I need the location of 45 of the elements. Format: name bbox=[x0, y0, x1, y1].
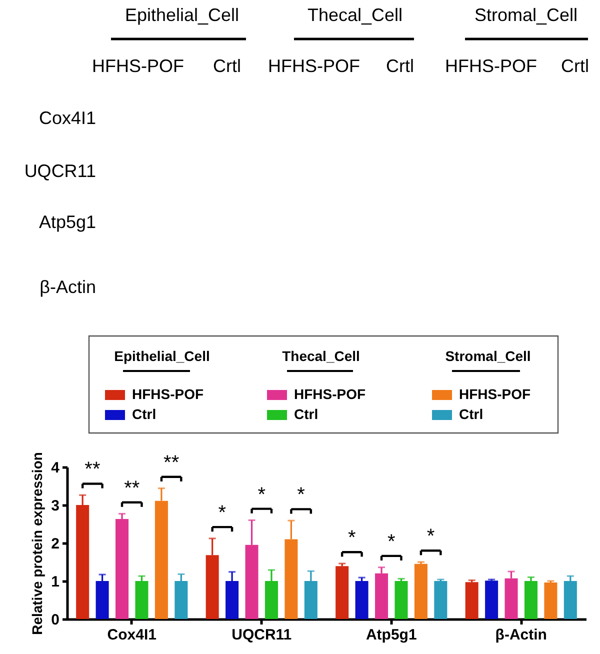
text: β-Actin bbox=[40, 277, 96, 297]
text: Cox4I1 bbox=[38, 108, 96, 128]
bar bbox=[564, 581, 577, 619]
bar bbox=[524, 581, 538, 619]
text: Crtl bbox=[386, 56, 414, 76]
legend-label: Ctrl bbox=[294, 406, 318, 422]
legend-label: Ctrl bbox=[459, 406, 484, 422]
text: Crtl bbox=[561, 56, 589, 76]
text: HFHS-POF bbox=[268, 56, 360, 76]
text: Stromal_Cell bbox=[474, 5, 578, 25]
annotation: * bbox=[426, 526, 435, 548]
legend-label: HFHS-POF bbox=[294, 386, 366, 402]
y-tick-label: 3 bbox=[51, 498, 60, 514]
legend-label: HFHS-POF bbox=[459, 386, 531, 402]
y-tick-label: 1 bbox=[51, 574, 60, 590]
text: UQCR11 bbox=[24, 161, 96, 181]
text: Thecal_Cell bbox=[282, 348, 360, 364]
legend-label: HFHS-POF bbox=[132, 386, 204, 402]
x-tick-label: Cox4I1 bbox=[107, 626, 156, 644]
bar bbox=[355, 581, 368, 619]
bar bbox=[135, 581, 148, 619]
x-tick-label: β-Actin bbox=[495, 626, 547, 644]
annotation: * bbox=[387, 530, 396, 553]
annotation: ** bbox=[84, 458, 100, 481]
text: HFHS-POF bbox=[92, 56, 184, 76]
annotation: ** bbox=[124, 477, 140, 500]
text: HFHS-POF bbox=[445, 56, 537, 76]
x-tick-label: Atp5g1 bbox=[366, 626, 417, 644]
text: Epithelial_Cell bbox=[114, 348, 210, 364]
text: Crtl bbox=[213, 56, 241, 76]
y-tick-label: 2 bbox=[51, 536, 60, 552]
text: Stromal_Cell bbox=[445, 348, 531, 364]
annotation: ** bbox=[164, 452, 180, 474]
annotation: * bbox=[297, 484, 306, 506]
y-tick-label: 4 bbox=[51, 460, 60, 476]
annotation: * bbox=[348, 527, 356, 550]
annotation: * bbox=[258, 484, 266, 506]
legend-label: Ctrl bbox=[132, 406, 156, 422]
y-axis-title: Relative protein expression bbox=[29, 452, 46, 635]
text: Atp5g1 bbox=[38, 212, 96, 232]
text: Epithelial_Cell bbox=[124, 5, 240, 25]
x-tick-label: UQCR11 bbox=[232, 626, 292, 644]
text: Thecal_Cell bbox=[307, 5, 403, 25]
annotation: * bbox=[218, 502, 226, 524]
y-tick-label: 0 bbox=[51, 612, 60, 628]
